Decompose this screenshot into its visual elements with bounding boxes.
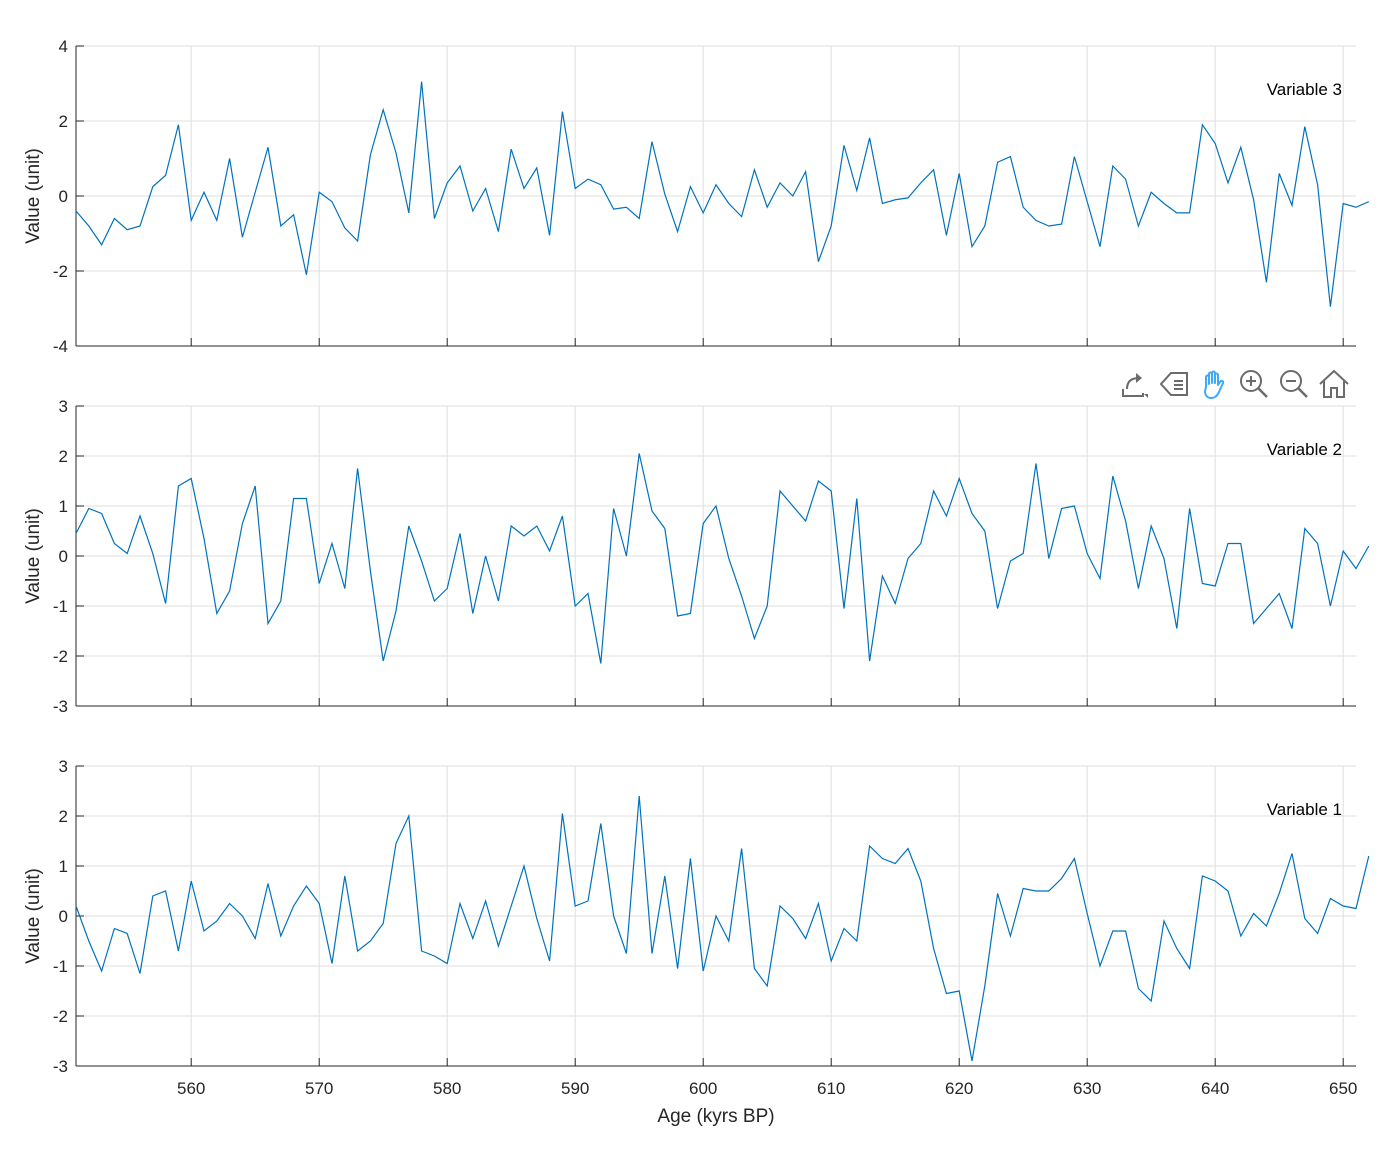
series-annotation: Variable 1: [1267, 800, 1342, 819]
subplot-1: -4 -2 0 2 4 Value (unit) Variable 3: [23, 37, 1370, 356]
zoom-out-icon: [1280, 370, 1308, 398]
y-tick-label: 0: [59, 187, 68, 206]
y-tick-label: -1: [53, 957, 68, 976]
y-tick-label: 0: [59, 547, 68, 566]
y-tick-label: -2: [53, 262, 68, 281]
y-tick-label: -1: [53, 597, 68, 616]
y-tick-label: -4: [53, 337, 68, 356]
y-tick-label: 1: [59, 857, 68, 876]
x-tick-label: 560: [177, 1079, 205, 1098]
x-tick-label: 600: [689, 1079, 717, 1098]
x-tick-label: 640: [1201, 1079, 1229, 1098]
y-tick-label: 4: [59, 37, 68, 56]
y-axis-label: Value (unit): [23, 508, 44, 604]
y-tick-label: 2: [59, 447, 68, 466]
x-axis-label: Age (kyrs BP): [657, 1106, 774, 1127]
home-button[interactable]: [1316, 366, 1352, 402]
y-tick-label: -3: [53, 1057, 68, 1076]
axes-toolbar: [1116, 366, 1352, 402]
x-tick-label: 610: [817, 1079, 845, 1098]
x-tick-label: 620: [945, 1079, 973, 1098]
y-tick-label: 2: [59, 807, 68, 826]
series-annotation: Variable 3: [1267, 80, 1342, 99]
y-axis-label: Value (unit): [23, 148, 44, 244]
series-annotation: Variable 2: [1267, 440, 1342, 459]
y-tick-label: 3: [59, 757, 68, 776]
x-tick-label: 630: [1073, 1079, 1101, 1098]
y-tick-label: 1: [59, 497, 68, 516]
x-tick-label: 590: [561, 1079, 589, 1098]
x-tick-label: 580: [433, 1079, 461, 1098]
brush-icon: [1159, 372, 1188, 396]
brush-button[interactable]: [1156, 366, 1192, 402]
home-icon: [1319, 369, 1349, 398]
y-axis-label: Value (unit): [23, 868, 44, 964]
y-tick-label: 3: [59, 397, 68, 416]
y-tick-label: -3: [53, 697, 68, 716]
subplot-3: -3 -2 -1 0 1 2 3 560 570 580 590 600 610 620 630 640 650…: [23, 757, 1370, 1127]
y-tick-label: 0: [59, 907, 68, 926]
y-tick-label: 2: [59, 112, 68, 131]
y-tick-label: -2: [53, 1007, 68, 1026]
pan-button[interactable]: [1196, 366, 1232, 402]
subplot-2: -3 -2 -1 0 1 2 3 Value (unit) Variable 2: [23, 397, 1370, 716]
zoom-out-button[interactable]: [1276, 366, 1312, 402]
series-line: [75, 453, 1370, 664]
zoom-in-button[interactable]: [1236, 366, 1272, 402]
series-line: [75, 795, 1370, 1062]
zoom-in-icon: [1240, 370, 1268, 398]
x-tick-label: 570: [305, 1079, 333, 1098]
export-icon: [1122, 373, 1148, 398]
export-button[interactable]: [1116, 366, 1152, 402]
pan-hand-icon: [1204, 370, 1225, 399]
y-tick-label: -2: [53, 647, 68, 666]
x-tick-label: 650: [1329, 1079, 1357, 1098]
series-line: [75, 81, 1370, 307]
